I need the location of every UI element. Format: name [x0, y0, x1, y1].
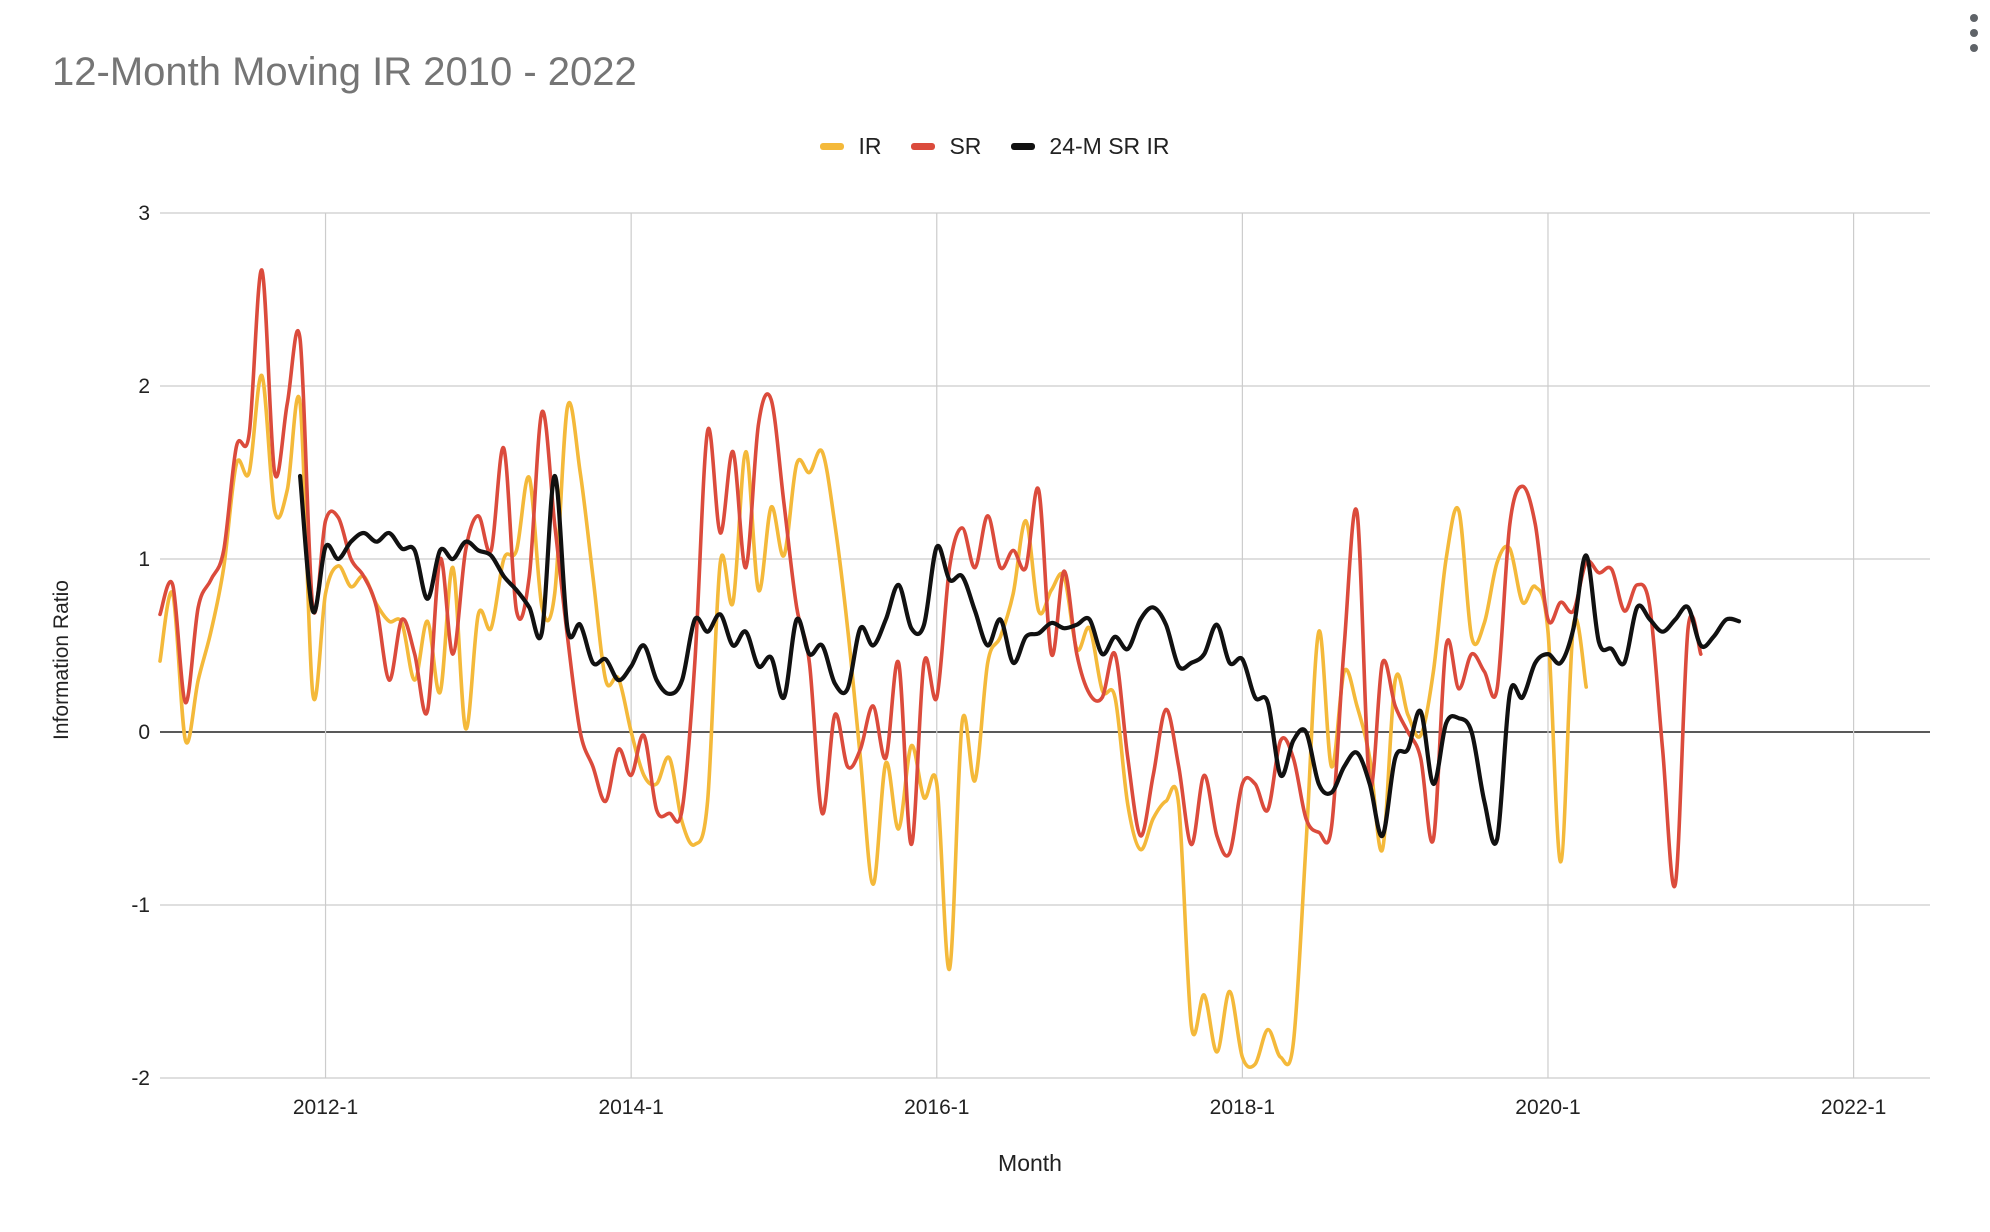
legend-label-sr: SR [949, 133, 982, 159]
series-line-ir [158, 373, 1588, 1069]
x-tick-label: 2022-1 [1821, 1096, 1886, 1119]
chart-title: 12-Month Moving IR 2010 - 2022 [52, 50, 637, 94]
x-tick-label: 2014-1 [598, 1096, 663, 1119]
x-tick-label: 2018-1 [1210, 1096, 1275, 1119]
menu-dot [1970, 44, 1978, 52]
legend-label-ir: IR [858, 133, 882, 159]
x-axis-label: Month [998, 1150, 1062, 1176]
more-options-icon[interactable] [1968, 14, 1980, 62]
series-line-24m-sr-ir [298, 473, 1742, 846]
x-tick-label: 2020-1 [1515, 1096, 1580, 1119]
legend-swatch-sr [911, 143, 936, 150]
x-tick-label: 2012-1 [293, 1096, 358, 1119]
menu-dot [1970, 29, 1978, 37]
legend-item-ir[interactable]: IR [820, 133, 881, 160]
menu-dot [1970, 14, 1978, 22]
y-tick-label: -1 [131, 894, 150, 917]
y-tick-label: 2 [138, 375, 150, 398]
legend-swatch-24m-sr-ir [1011, 143, 1036, 150]
legend-label-24m-sr-ir: 24-M SR IR [1049, 133, 1170, 159]
legend: IR SR 24-M SR IR [0, 133, 1990, 160]
y-tick-label: -2 [131, 1067, 150, 1090]
y-tick-label: 1 [138, 548, 150, 571]
y-axis-label: Information Ratio [50, 580, 73, 740]
y-tick-label: 3 [138, 202, 150, 225]
legend-swatch-ir [820, 143, 845, 150]
y-tick-label: 0 [138, 721, 150, 744]
x-tick-label: 2016-1 [904, 1096, 969, 1119]
legend-item-sr[interactable]: SR [911, 133, 981, 160]
series-line-sr [158, 268, 1703, 889]
legend-item-24m-sr-ir[interactable]: 24-M SR IR [1011, 133, 1170, 160]
